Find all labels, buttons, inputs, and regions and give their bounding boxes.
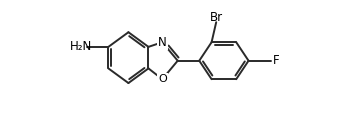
- Text: F: F: [272, 54, 279, 67]
- Text: Br: Br: [210, 11, 223, 24]
- Text: H₂N: H₂N: [70, 40, 92, 53]
- Text: N: N: [158, 36, 167, 49]
- Text: O: O: [158, 74, 167, 84]
